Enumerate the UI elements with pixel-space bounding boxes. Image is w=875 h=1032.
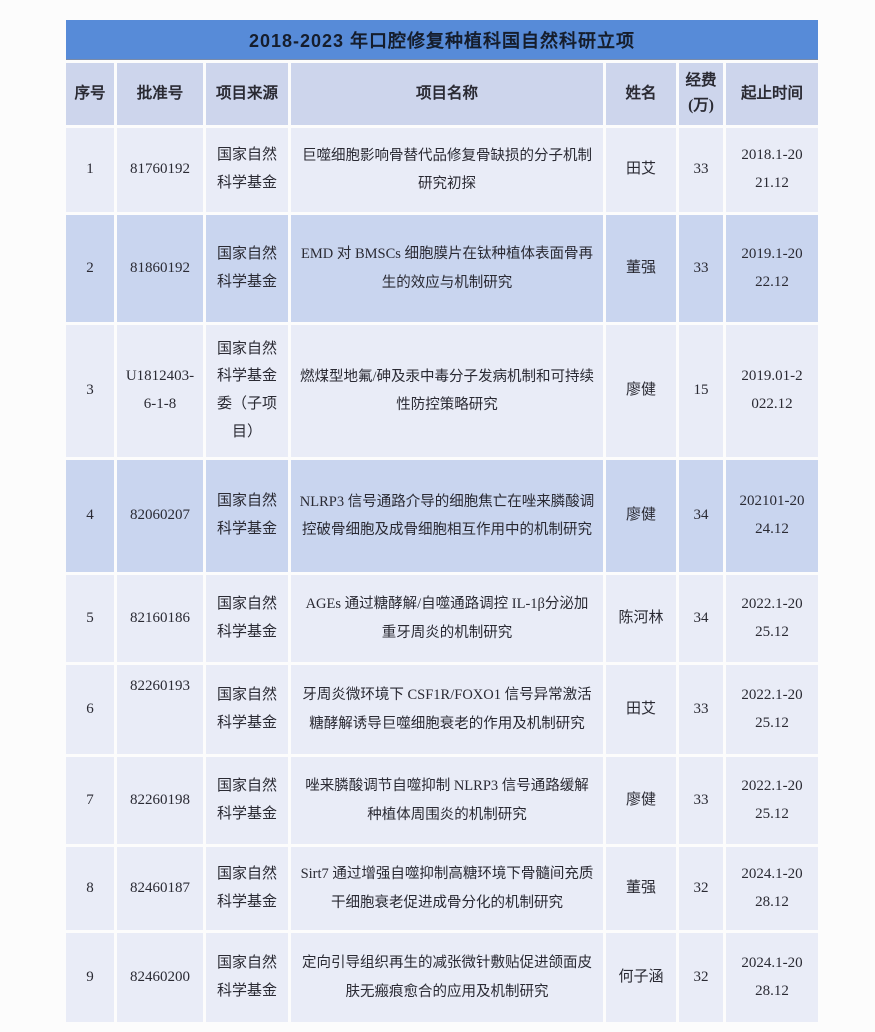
table-row: 7 82260198 国家自然科学基金 唑来膦酸调节自噬抑制 NLRP3 信号通… bbox=[66, 757, 818, 844]
cell-person-name: 廖健 bbox=[606, 325, 676, 457]
cell-project-source: 国家自然科学基金 bbox=[206, 575, 288, 662]
cell-project-source: 国家自然科学基金 bbox=[206, 933, 288, 1022]
cell-approval-number: 81860192 bbox=[117, 215, 203, 322]
cell-approval-number: 81760192 bbox=[117, 128, 203, 212]
table-body: 1 81760192 国家自然科学基金 巨噬细胞影响骨替代品修复骨缺损的分子机制… bbox=[66, 128, 818, 1022]
cell-seq: 5 bbox=[66, 575, 114, 662]
header-cell-period: 起止时间 bbox=[726, 63, 818, 125]
cell-project-source: 国家自然科学基金委（子项目） bbox=[206, 325, 288, 457]
cell-seq: 1 bbox=[66, 128, 114, 212]
cell-funding: 33 bbox=[679, 128, 723, 212]
research-projects-table: 2018-2023 年口腔修复种植科国自然科研立项 序号 批准号 项目来源 项目… bbox=[66, 20, 818, 1022]
table-row: 2 81860192 国家自然科学基金 EMD 对 BMSCs 细胞膜片在钛种植… bbox=[66, 215, 818, 322]
cell-funding: 15 bbox=[679, 325, 723, 457]
header-row: 序号 批准号 项目来源 项目名称 姓名 经费(万) 起止时间 bbox=[66, 63, 818, 125]
header-cell-person-name: 姓名 bbox=[606, 63, 676, 125]
cell-approval-number: 82160186 bbox=[117, 575, 203, 662]
cell-person-name: 陈河林 bbox=[606, 575, 676, 662]
cell-seq: 3 bbox=[66, 325, 114, 457]
cell-seq: 6 bbox=[66, 665, 114, 754]
header-cell-project-source: 项目来源 bbox=[206, 63, 288, 125]
header-cell-funding: 经费(万) bbox=[679, 63, 723, 125]
cell-seq: 9 bbox=[66, 933, 114, 1022]
cell-project-name: Sirt7 通过增强自噬抑制高糖环境下骨髓间充质干细胞衰老促进成骨分化的机制研究 bbox=[291, 847, 603, 930]
table-row: 3 U1812403-6-1-8 国家自然科学基金委（子项目） 燃煤型地氟/砷及… bbox=[66, 325, 818, 457]
cell-approval-number: 82260198 bbox=[117, 757, 203, 844]
cell-period: 2024.1-2028.12 bbox=[726, 933, 818, 1022]
table-row: 9 82460200 国家自然科学基金 定向引导组织再生的减张微针敷贴促进颌面皮… bbox=[66, 933, 818, 1022]
cell-period: 2019.1-2022.12 bbox=[726, 215, 818, 322]
cell-project-name: 唑来膦酸调节自噬抑制 NLRP3 信号通路缓解种植体周围炎的机制研究 bbox=[291, 757, 603, 844]
table-row: 5 82160186 国家自然科学基金 AGEs 通过糖酵解/自噬通路调控 IL… bbox=[66, 575, 818, 662]
cell-project-source: 国家自然科学基金 bbox=[206, 460, 288, 572]
cell-funding: 32 bbox=[679, 933, 723, 1022]
cell-project-name: AGEs 通过糖酵解/自噬通路调控 IL-1β分泌加重牙周炎的机制研究 bbox=[291, 575, 603, 662]
table-title: 2018-2023 年口腔修复种植科国自然科研立项 bbox=[66, 20, 818, 60]
cell-project-name: 巨噬细胞影响骨替代品修复骨缺损的分子机制研究初探 bbox=[291, 128, 603, 212]
header-cell-project-name: 项目名称 bbox=[291, 63, 603, 125]
cell-seq: 2 bbox=[66, 215, 114, 322]
cell-period: 2019.01-2022.12 bbox=[726, 325, 818, 457]
cell-project-name: 牙周炎微环境下 CSF1R/FOXO1 信号异常激活糖酵解诱导巨噬细胞衰老的作用… bbox=[291, 665, 603, 754]
cell-seq: 4 bbox=[66, 460, 114, 572]
cell-funding: 34 bbox=[679, 575, 723, 662]
cell-approval-number: U1812403-6-1-8 bbox=[117, 325, 203, 457]
cell-project-source: 国家自然科学基金 bbox=[206, 757, 288, 844]
cell-person-name: 董强 bbox=[606, 215, 676, 322]
cell-person-name: 何子涵 bbox=[606, 933, 676, 1022]
cell-funding: 33 bbox=[679, 757, 723, 844]
cell-period: 2022.1-2025.12 bbox=[726, 757, 818, 844]
cell-funding: 33 bbox=[679, 215, 723, 322]
cell-period: 202101-2024.12 bbox=[726, 460, 818, 572]
table-row: 6 82260193 国家自然科学基金 牙周炎微环境下 CSF1R/FOXO1 … bbox=[66, 665, 818, 754]
cell-project-name: 燃煤型地氟/砷及汞中毒分子发病机制和可持续性防控策略研究 bbox=[291, 325, 603, 457]
cell-person-name: 田艾 bbox=[606, 665, 676, 754]
cell-funding: 34 bbox=[679, 460, 723, 572]
cell-project-source: 国家自然科学基金 bbox=[206, 128, 288, 212]
cell-approval-number: 82460187 bbox=[117, 847, 203, 930]
cell-period: 2024.1-2028.12 bbox=[726, 847, 818, 930]
cell-project-name: 定向引导组织再生的减张微针敷贴促进颌面皮肤无瘢痕愈合的应用及机制研究 bbox=[291, 933, 603, 1022]
table-row: 8 82460187 国家自然科学基金 Sirt7 通过增强自噬抑制高糖环境下骨… bbox=[66, 847, 818, 930]
cell-approval-number: 82060207 bbox=[117, 460, 203, 572]
cell-seq: 8 bbox=[66, 847, 114, 930]
cell-project-name: EMD 对 BMSCs 细胞膜片在钛种植体表面骨再生的效应与机制研究 bbox=[291, 215, 603, 322]
cell-funding: 33 bbox=[679, 665, 723, 754]
table-row: 4 82060207 国家自然科学基金 NLRP3 信号通路介导的细胞焦亡在唑来… bbox=[66, 460, 818, 572]
cell-project-source: 国家自然科学基金 bbox=[206, 665, 288, 754]
cell-project-source: 国家自然科学基金 bbox=[206, 847, 288, 930]
cell-project-source: 国家自然科学基金 bbox=[206, 215, 288, 322]
cell-person-name: 田艾 bbox=[606, 128, 676, 212]
cell-project-name: NLRP3 信号通路介导的细胞焦亡在唑来膦酸调控破骨细胞及成骨细胞相互作用中的机… bbox=[291, 460, 603, 572]
cell-approval-number: 82460200 bbox=[117, 933, 203, 1022]
cell-person-name: 廖健 bbox=[606, 757, 676, 844]
cell-period: 2022.1-2025.12 bbox=[726, 665, 818, 754]
cell-person-name: 董强 bbox=[606, 847, 676, 930]
cell-funding: 32 bbox=[679, 847, 723, 930]
table-row: 1 81760192 国家自然科学基金 巨噬细胞影响骨替代品修复骨缺损的分子机制… bbox=[66, 128, 818, 212]
cell-period: 2022.1-2025.12 bbox=[726, 575, 818, 662]
header-cell-seq: 序号 bbox=[66, 63, 114, 125]
cell-person-name: 廖健 bbox=[606, 460, 676, 572]
header-cell-approval-number: 批准号 bbox=[117, 63, 203, 125]
cell-seq: 7 bbox=[66, 757, 114, 844]
cell-period: 2018.1-2021.12 bbox=[726, 128, 818, 212]
cell-approval-number: 82260193 bbox=[117, 665, 203, 754]
